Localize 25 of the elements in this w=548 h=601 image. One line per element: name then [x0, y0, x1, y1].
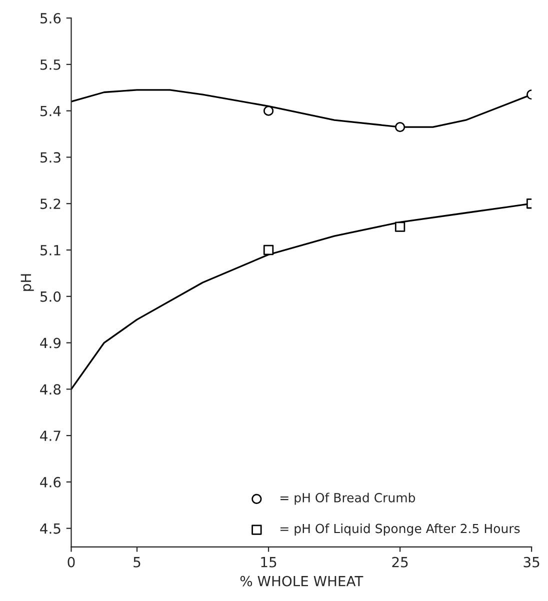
- y-tick-label: 5.6: [40, 13, 61, 24]
- legend-label: = pH Of Liquid Sponge After 2.5 Hours: [280, 524, 520, 536]
- point: [263, 106, 274, 116]
- y-tick-label: 4.6: [40, 476, 61, 488]
- y-tick-label: 4.5: [40, 524, 60, 534]
- y-tick-label: 4.9: [40, 338, 61, 348]
- x-tick-label: 15: [261, 557, 276, 568]
- legend-label: = pH Of Bread Crumb: [280, 492, 416, 505]
- y-tick-label: 5.3: [40, 152, 60, 163]
- x-tick-label: 5: [134, 557, 140, 568]
- y-tick-label: 5.2: [40, 198, 60, 210]
- x-tick-label: 0: [68, 556, 75, 568]
- y-axis-title: pH: [20, 274, 34, 291]
- y-tick-label: 5.5: [40, 60, 60, 70]
- y-tick-label: 4.8: [40, 384, 61, 395]
- y-tick-label: 5.1: [40, 245, 60, 256]
- x-tick-label: 25: [392, 556, 408, 568]
- point: [263, 244, 274, 256]
- y-tick-label: 4.7: [40, 430, 60, 441]
- point: [394, 222, 406, 232]
- x-axis-title: % WHOLE WHEAT: [240, 576, 364, 586]
- y-tick-label: 5.0: [40, 291, 61, 302]
- x-tick-label: 35: [524, 556, 540, 568]
- y-tick-label: 5.4: [40, 106, 61, 116]
- point: [394, 122, 406, 132]
